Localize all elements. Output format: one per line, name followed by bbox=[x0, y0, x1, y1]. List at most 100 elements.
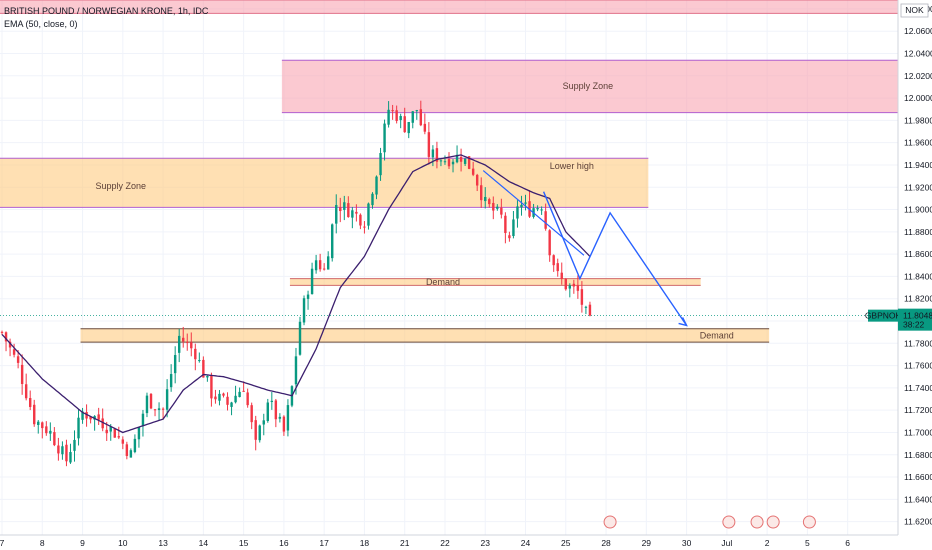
price-tick-label: 11.7200 bbox=[904, 405, 932, 415]
candle bbox=[447, 159, 451, 167]
time-tick-label: 17 bbox=[319, 538, 329, 548]
candle bbox=[69, 452, 72, 463]
price-axis[interactable] bbox=[898, 0, 932, 550]
candle bbox=[49, 430, 52, 434]
candle bbox=[343, 202, 346, 210]
zone-label: Demand bbox=[426, 277, 460, 287]
candle bbox=[294, 356, 298, 385]
price-tick-label: 11.9000 bbox=[904, 205, 932, 215]
price-tick-label: 11.6800 bbox=[904, 450, 932, 460]
candle bbox=[560, 272, 563, 279]
candle bbox=[335, 205, 338, 224]
candle bbox=[218, 393, 221, 401]
candle bbox=[371, 193, 374, 206]
candle bbox=[117, 436, 121, 438]
candle bbox=[161, 408, 165, 410]
candle bbox=[278, 416, 282, 419]
candle bbox=[544, 211, 547, 229]
candle bbox=[105, 429, 108, 434]
candle bbox=[266, 402, 269, 421]
time-tick-label: 16 bbox=[279, 538, 289, 548]
candle bbox=[242, 390, 245, 392]
price-tick-label: 12.0400 bbox=[904, 49, 932, 59]
candle bbox=[351, 210, 354, 218]
candle bbox=[496, 206, 499, 209]
candle bbox=[512, 219, 515, 237]
symbol-badge bbox=[868, 309, 898, 322]
candle bbox=[137, 427, 141, 440]
event-flag-icon[interactable] bbox=[766, 515, 780, 529]
currency-label: NOK bbox=[905, 5, 924, 15]
price-tick-label: 11.9800 bbox=[904, 115, 932, 125]
candle bbox=[125, 444, 129, 456]
price-tick-label: 11.7800 bbox=[904, 338, 932, 348]
candle bbox=[504, 215, 507, 234]
candle bbox=[177, 335, 181, 353]
candle bbox=[310, 268, 314, 295]
candle bbox=[53, 432, 56, 446]
price-tick-label: 12.0600 bbox=[904, 26, 932, 36]
candle bbox=[226, 396, 229, 405]
candle bbox=[520, 204, 523, 208]
candle bbox=[302, 298, 306, 323]
candle bbox=[455, 154, 459, 163]
candle bbox=[145, 395, 149, 414]
time-tick-label: 18 bbox=[360, 538, 370, 548]
candle bbox=[524, 202, 527, 204]
price-badge-value: 11.8048 bbox=[903, 311, 932, 321]
zone-label: Lower high bbox=[550, 161, 594, 171]
candle bbox=[153, 409, 157, 411]
candle bbox=[41, 422, 44, 429]
candle bbox=[109, 426, 112, 432]
price-tick-label: 12.0200 bbox=[904, 71, 932, 81]
candle bbox=[572, 283, 576, 287]
candle bbox=[548, 230, 551, 256]
zone-rect bbox=[0, 158, 649, 208]
candle bbox=[186, 341, 189, 343]
candle bbox=[286, 405, 290, 431]
event-flag-icon[interactable] bbox=[750, 515, 764, 529]
projection-line bbox=[482, 170, 585, 256]
candle bbox=[435, 148, 439, 162]
candle bbox=[270, 400, 274, 402]
ema-line bbox=[1, 154, 591, 434]
candle bbox=[234, 395, 237, 403]
event-flag-icon[interactable] bbox=[802, 515, 816, 529]
price-tick-label: 11.7400 bbox=[904, 383, 932, 393]
candle bbox=[77, 417, 80, 439]
time-tick-label: 9 bbox=[80, 538, 85, 548]
candle bbox=[65, 444, 68, 462]
candle bbox=[475, 174, 479, 186]
price-tick-label: 11.8200 bbox=[904, 294, 932, 304]
event-flag-icon[interactable] bbox=[722, 515, 736, 529]
candle bbox=[326, 256, 330, 270]
zone-label: Supply Zone bbox=[96, 181, 147, 191]
candle bbox=[113, 428, 116, 438]
candle bbox=[419, 109, 423, 126]
candle bbox=[451, 161, 455, 165]
candle bbox=[101, 418, 104, 429]
candle bbox=[415, 110, 418, 112]
time-tick-label: 30 bbox=[682, 538, 692, 548]
candle bbox=[407, 121, 410, 134]
candle bbox=[298, 321, 302, 355]
time-tick-label: 21 bbox=[400, 538, 410, 548]
ema-legend: EMA (50, close, 0) bbox=[4, 19, 78, 29]
candle bbox=[331, 224, 334, 259]
candle bbox=[540, 209, 543, 211]
time-tick-label: 24 bbox=[521, 538, 531, 548]
candle bbox=[97, 414, 100, 420]
candle bbox=[431, 149, 435, 158]
price-tick-label: 11.9600 bbox=[904, 138, 932, 148]
candle bbox=[500, 207, 503, 215]
price-badge-countdown: 38:22 bbox=[903, 320, 925, 330]
candle bbox=[536, 208, 539, 210]
price-tick-label: 11.6400 bbox=[904, 494, 932, 504]
price-tick-label: 12.0000 bbox=[904, 93, 932, 103]
candle bbox=[322, 268, 326, 270]
event-flag-icon[interactable] bbox=[603, 515, 617, 529]
candle bbox=[37, 421, 40, 425]
candle bbox=[282, 416, 286, 432]
candle bbox=[254, 420, 257, 440]
